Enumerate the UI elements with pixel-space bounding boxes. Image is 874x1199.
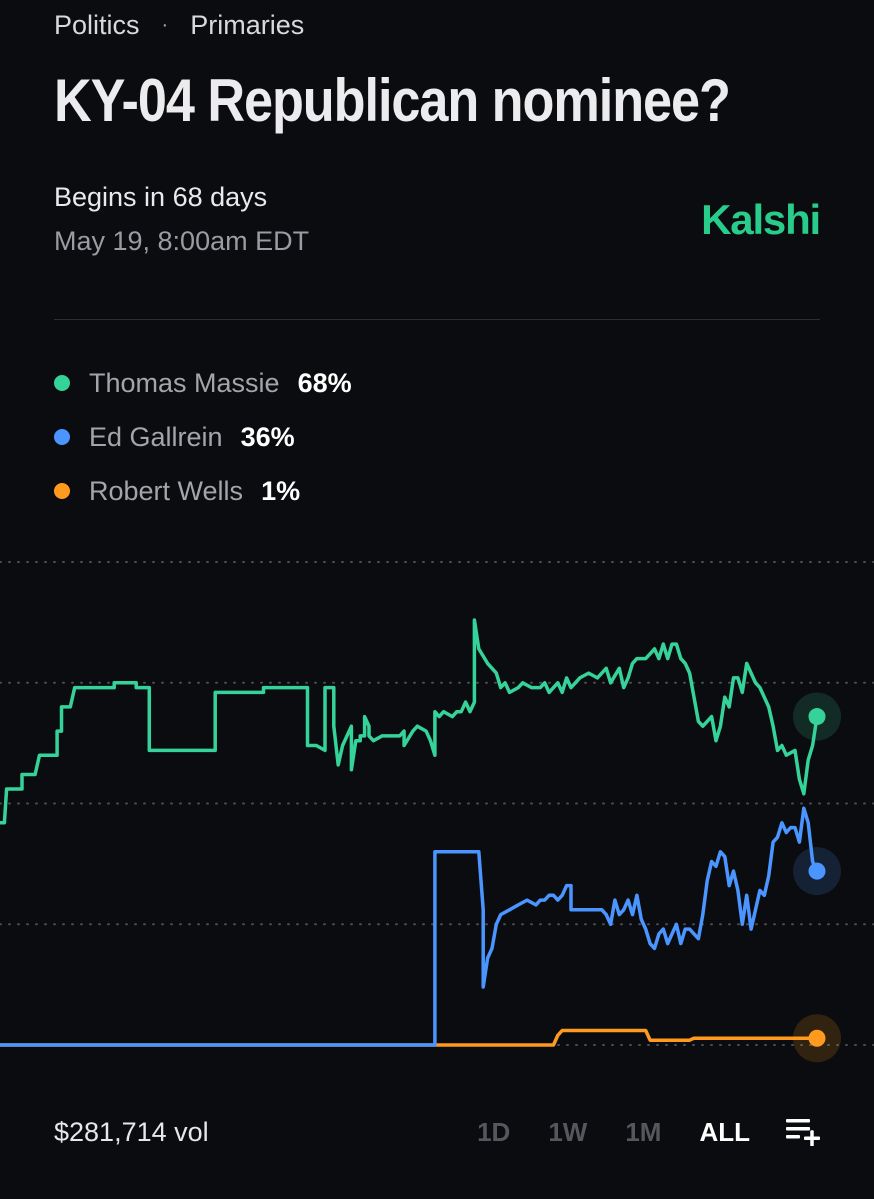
series-line-ed-gallrein — [0, 806, 819, 1047]
range-1d-button[interactable]: 1D — [477, 1116, 511, 1147]
breadcrumb-subcategory[interactable]: Primaries — [190, 10, 305, 40]
playlist-add-icon[interactable] — [784, 1116, 822, 1151]
volume-label: $281,714 vol — [54, 1116, 209, 1147]
divider — [54, 319, 820, 320]
breadcrumb-separator: · — [161, 14, 169, 36]
legend-item-massie[interactable]: Thomas Massie 68% — [54, 356, 352, 410]
range-1w-button[interactable]: 1W — [548, 1116, 588, 1147]
legend-item-gallrein[interactable]: Ed Gallrein 36% — [54, 410, 352, 464]
legend-name: Thomas Massie — [89, 367, 280, 398]
event-date: May 19, 8:00am EDT — [54, 226, 310, 256]
legend-dot-massie — [54, 375, 70, 391]
legend-name: Robert Wells — [89, 475, 244, 506]
series-line-thomas-massie — [0, 618, 819, 825]
breadcrumb: Politics · Primaries — [54, 10, 304, 41]
price-chart[interactable] — [0, 540, 874, 1080]
legend-value: 1% — [261, 475, 301, 506]
range-1m-button[interactable]: 1M — [625, 1116, 662, 1147]
begins-countdown: Begins in 68 days — [54, 182, 268, 212]
series-line-robert-wells — [0, 1028, 817, 1047]
legend-dot-gallrein — [54, 429, 70, 445]
legend-value: 36% — [240, 421, 295, 452]
chart-legend: Thomas Massie 68% Ed Gallrein 36% Robert… — [54, 356, 352, 518]
legend-name: Ed Gallrein — [89, 421, 223, 452]
chart-footer: $281,714 vol 1D 1W 1M ALL — [0, 1110, 874, 1154]
endpoint-dot-thomas-massie — [808, 708, 826, 726]
page-title: KY-04 Republican nominee? — [54, 67, 731, 134]
endpoint-dot-ed-gallrein — [808, 862, 826, 880]
kalshi-logo[interactable]: Kalshi — [701, 196, 821, 243]
endpoint-dot-robert-wells — [808, 1029, 826, 1047]
range-selector: 1D 1W 1M ALL — [439, 1117, 750, 1148]
legend-item-wells[interactable]: Robert Wells 1% — [54, 464, 352, 518]
range-all-button[interactable]: ALL — [699, 1116, 750, 1147]
legend-value: 68% — [297, 367, 352, 398]
breadcrumb-category[interactable]: Politics — [54, 10, 140, 40]
legend-dot-wells — [54, 483, 70, 499]
